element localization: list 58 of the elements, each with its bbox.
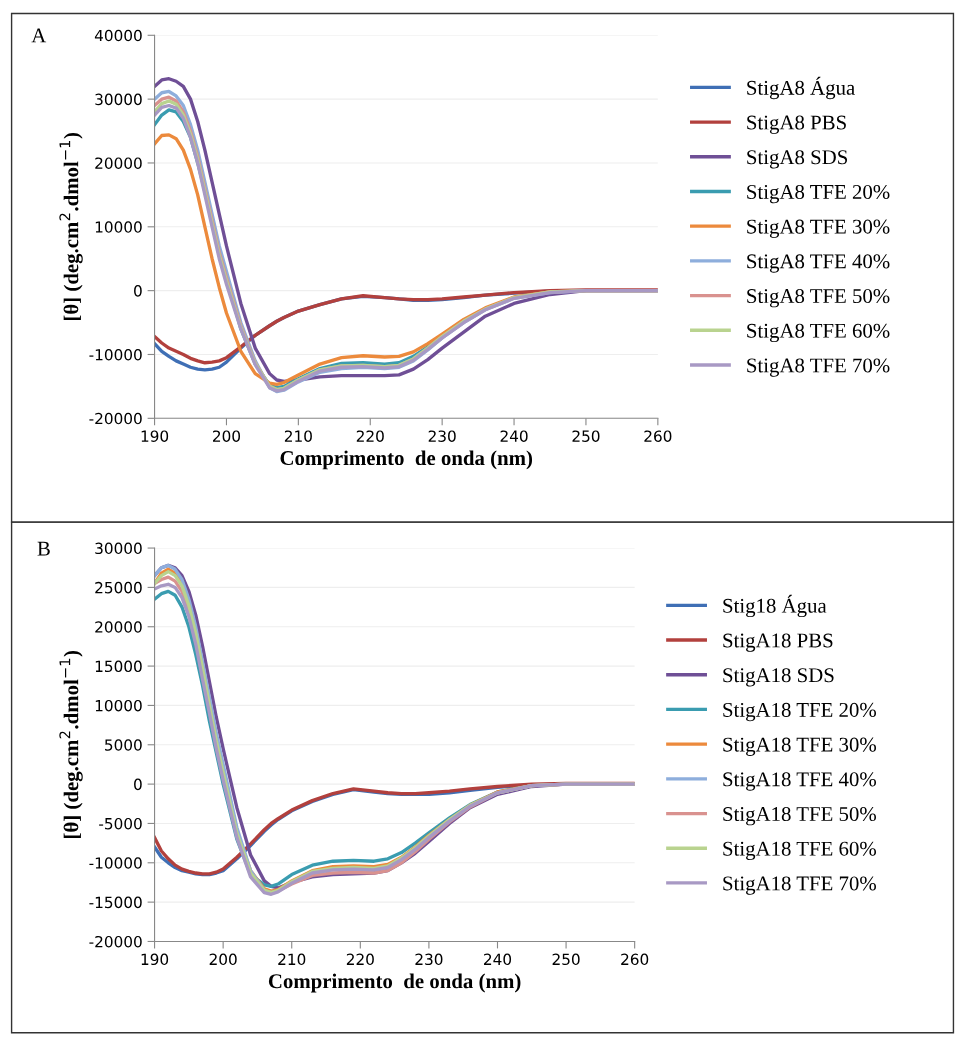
y-tick-label: 40000 [94, 29, 142, 42]
y-tick-label: 10000 [95, 699, 142, 712]
y-tick-label: 20000 [95, 621, 142, 633]
legend-label: StigA8 SDS [747, 150, 848, 169]
chart-title: B [37, 541, 50, 556]
y-tick-label: 10000 [95, 221, 142, 233]
legend-label: StigA8 TFE 40% [747, 254, 890, 273]
y-tick-label: 0 [134, 778, 142, 791]
x-tick-label: 240 [500, 430, 528, 442]
legend-label: StigA18 SDS [723, 668, 834, 687]
x-tick-label: 220 [356, 430, 384, 442]
x-tick-label: 210 [278, 953, 306, 966]
legend-label: StigA8 TFE 60% [747, 323, 890, 343]
y-tick-label: 20000 [95, 157, 142, 169]
legend-label: StigA18 TFE 60% [723, 841, 877, 861]
legend-label: StigA8 PBS [747, 115, 846, 134]
x-tick-label: 260 [621, 953, 649, 966]
y-tick-label: 0 [134, 285, 142, 297]
y-tick-label: 5000 [105, 739, 142, 751]
y-tick-label: -20000 [89, 935, 142, 948]
y-tick-label: 15000 [95, 660, 142, 673]
legend-label: StigA8 TFE 20% [747, 184, 890, 204]
y-tick-label: 30000 [95, 93, 142, 106]
x-tick-label: 190 [141, 430, 169, 442]
x-tick-label: 200 [213, 430, 241, 442]
legend-label: StigA8 TFE 70% [747, 358, 890, 377]
y-tick-label: 25000 [95, 581, 142, 594]
x-tick-label: 260 [644, 430, 672, 442]
legend-label: StigA18 TFE 70% [723, 876, 877, 895]
legend-label: StigA8 TFE 30% [747, 219, 890, 238]
x-tick-label: 220 [346, 953, 374, 966]
chart-title: A [31, 28, 47, 43]
x-axis-title: Comprimento de onda (nm) [280, 450, 533, 470]
legend-label: StigA18 TFE 20% [723, 702, 877, 722]
x-tick-label: 230 [428, 430, 456, 442]
x-axis-title: Comprimento de onda (nm) [268, 973, 521, 993]
y-tick-label: 30000 [95, 542, 142, 555]
legend-label: Stig18 Água [723, 594, 827, 618]
y-axis-title: [θ] (deg.cm$^{2}$.dmol$^{−1}$) [59, 650, 83, 839]
y-tick-label: -15000 [89, 896, 142, 909]
x-tick-label: 250 [572, 430, 600, 442]
x-tick-label: 190 [141, 953, 169, 966]
legend-label: StigA18 TFE 30% [723, 737, 877, 756]
x-tick-label: 200 [209, 953, 237, 966]
y-tick-label: -10000 [89, 348, 142, 361]
legend-label: StigA8 Água [747, 76, 855, 100]
x-tick-label: 210 [284, 430, 312, 442]
x-tick-label: 250 [552, 953, 580, 966]
legend-label: StigA8 TFE 50% [747, 289, 890, 308]
y-tick-label: -10000 [89, 857, 142, 869]
legend-label: StigA18 PBS [723, 633, 833, 652]
legend-label: StigA18 TFE 50% [723, 806, 877, 826]
y-axis-title: [θ] (deg.cm$^{2}$.dmol$^{−1}$) [59, 132, 83, 321]
y-tick-label: -5000 [99, 817, 142, 830]
x-tick-label: 230 [415, 953, 443, 966]
legend-label: StigA18 TFE 40% [723, 772, 877, 791]
x-tick-label: 240 [484, 953, 512, 966]
y-tick-label: -20000 [89, 412, 142, 425]
